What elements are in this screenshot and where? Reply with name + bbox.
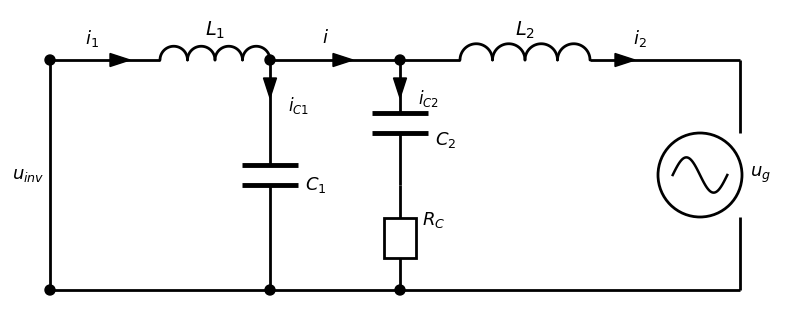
- Text: $C_2$: $C_2$: [435, 130, 457, 150]
- Circle shape: [265, 55, 275, 65]
- Text: $u_{inv}$: $u_{inv}$: [12, 166, 45, 184]
- Text: $i_2$: $i_2$: [633, 27, 647, 49]
- Polygon shape: [393, 78, 406, 98]
- Text: $u_g$: $u_g$: [750, 165, 771, 185]
- Text: $L_2$: $L_2$: [515, 19, 535, 41]
- Text: $i_{C2}$: $i_{C2}$: [418, 87, 439, 109]
- Circle shape: [45, 285, 55, 295]
- Text: $C_1$: $C_1$: [305, 175, 326, 195]
- Circle shape: [265, 285, 275, 295]
- Text: $i_1$: $i_1$: [85, 27, 99, 49]
- Text: $i_{C1}$: $i_{C1}$: [288, 94, 309, 116]
- Polygon shape: [333, 54, 353, 67]
- Circle shape: [395, 55, 405, 65]
- Circle shape: [45, 55, 55, 65]
- Text: $i$: $i$: [322, 29, 329, 47]
- Polygon shape: [615, 54, 635, 67]
- Circle shape: [395, 285, 405, 295]
- Text: $L_1$: $L_1$: [205, 19, 225, 41]
- Text: $R_C$: $R_C$: [422, 210, 445, 230]
- Bar: [384, 217, 416, 258]
- Polygon shape: [110, 54, 130, 67]
- Polygon shape: [263, 78, 276, 98]
